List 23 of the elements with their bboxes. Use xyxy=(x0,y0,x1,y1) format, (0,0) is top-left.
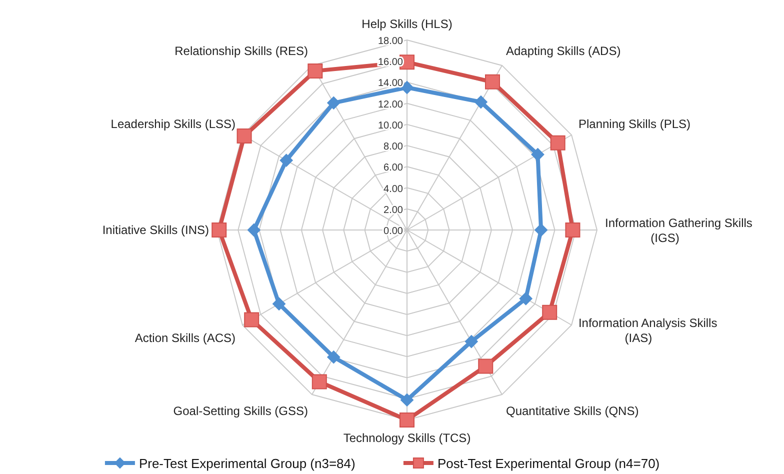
y-tick-label: 12.00 xyxy=(378,99,404,110)
y-tick-label: 10.00 xyxy=(378,120,404,132)
spoke-label: Action Skills (ACS) xyxy=(134,331,236,345)
legend-label: Post-Test Experimental Group (n4=70) xyxy=(437,456,660,471)
spoke-label: Initiative Skills (INS) xyxy=(102,223,210,237)
y-tick-label: 8.00 xyxy=(384,142,404,153)
y-tick-label: 0.00 xyxy=(384,226,404,237)
spoke-label: Leadership Skills (LSS) xyxy=(110,117,236,131)
spoke-label: Technology Skills (TCS) xyxy=(343,431,471,445)
spoke-label: Information Analysis Skills (IAS) xyxy=(578,316,718,345)
spoke-label: Quantitative Skills (QNS) xyxy=(506,404,639,418)
y-tick-label: 4.00 xyxy=(384,184,404,195)
spoke-label: Information Gathering Skills (IGS) xyxy=(605,216,752,245)
y-tick-label: 2.00 xyxy=(384,204,404,216)
y-tick-label: 14.00 xyxy=(378,78,404,90)
spoke-label: Help Skills (HLS) xyxy=(362,17,452,31)
legend-label: Pre-Test Experimental Group (n3=84) xyxy=(138,456,356,471)
spoke-label: Planning Skills (PLS) xyxy=(578,117,691,131)
y-tick-label: 6.00 xyxy=(384,162,404,174)
y-tick-label: 18.00 xyxy=(378,36,404,47)
spoke-label: Goal-Setting Skills (GSS) xyxy=(173,404,308,418)
spoke-label: Relationship Skills (RES) xyxy=(174,44,308,58)
spoke-label: Adapting Skills (ADS) xyxy=(506,44,621,58)
